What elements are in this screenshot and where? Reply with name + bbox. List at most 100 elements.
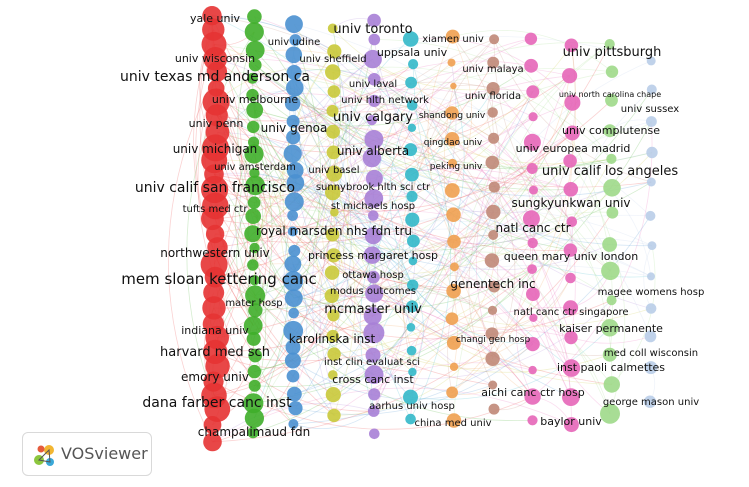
network-node[interactable] (407, 279, 419, 291)
network-node[interactable] (203, 432, 222, 452)
node-label[interactable]: inst paoli calmettes (557, 361, 665, 374)
node-label[interactable]: baylor univ (540, 415, 602, 428)
network-node[interactable] (564, 38, 579, 53)
network-node[interactable] (324, 265, 340, 280)
network-node[interactable] (243, 316, 263, 335)
network-node[interactable] (646, 116, 657, 127)
network-node[interactable] (364, 227, 382, 245)
node-label[interactable]: univ calif san francisco (135, 180, 295, 196)
network-node[interactable] (288, 307, 300, 319)
network-node[interactable] (406, 190, 418, 202)
network-node[interactable] (367, 13, 381, 28)
network-node[interactable] (644, 361, 658, 375)
network-node[interactable] (286, 162, 304, 179)
node-label[interactable]: modus outcomes (330, 286, 416, 297)
node-label[interactable]: queen mary univ london (504, 250, 638, 263)
network-node[interactable] (408, 367, 417, 377)
network-node[interactable] (647, 272, 655, 281)
node-label[interactable]: cross canc inst (332, 373, 414, 386)
network-node[interactable] (563, 243, 578, 257)
network-node[interactable] (367, 270, 380, 284)
network-node[interactable] (646, 56, 656, 66)
network-node[interactable] (448, 158, 457, 168)
network-node[interactable] (326, 165, 343, 182)
network-node[interactable] (564, 125, 580, 141)
network-node[interactable] (489, 34, 500, 45)
network-node[interactable] (287, 386, 302, 402)
network-node[interactable] (284, 352, 301, 369)
node-label[interactable]: changi gen hosp (456, 335, 531, 345)
node-label[interactable]: tufts med ctr (183, 204, 249, 215)
network-node[interactable] (406, 100, 418, 111)
network-node[interactable] (368, 33, 381, 46)
node-label[interactable]: yale univ (190, 12, 241, 25)
network-node[interactable] (326, 329, 340, 343)
node-label[interactable]: univ florida (465, 91, 521, 102)
node-label[interactable]: qingdao univ (424, 138, 483, 148)
network-node[interactable] (288, 419, 299, 429)
node-label[interactable]: karolinska inst (289, 332, 376, 346)
network-node[interactable] (524, 388, 541, 405)
network-node[interactable] (601, 261, 620, 281)
network-node[interactable] (244, 408, 264, 428)
network-node[interactable] (647, 241, 657, 251)
network-node[interactable] (528, 112, 538, 122)
network-node[interactable] (529, 313, 538, 322)
network-node[interactable] (405, 167, 419, 182)
network-node[interactable] (486, 204, 501, 220)
network-node[interactable] (286, 174, 305, 192)
network-node[interactable] (487, 56, 500, 69)
node-label[interactable]: aichi canc ctr hosp (481, 386, 584, 399)
node-label[interactable]: china med univ (414, 418, 491, 429)
node-label[interactable]: univ calif los angeles (542, 164, 678, 179)
network-node[interactable] (203, 416, 222, 434)
node-label[interactable]: mater hosp (225, 298, 282, 309)
network-node[interactable] (563, 154, 577, 168)
network-node[interactable] (522, 210, 540, 228)
network-node[interactable] (327, 309, 340, 322)
network-node[interactable] (450, 82, 457, 90)
node-label[interactable]: st michaels hosp (331, 201, 415, 212)
node-label[interactable]: mem sloan kettering canc (121, 270, 317, 288)
network-node[interactable] (286, 369, 300, 383)
network-node[interactable] (408, 59, 419, 70)
network-node[interactable] (606, 295, 617, 306)
node-label[interactable]: univ hlth network (341, 95, 429, 106)
node-label[interactable]: aarhus univ hosp (369, 401, 455, 412)
network-node[interactable] (485, 155, 500, 170)
network-node[interactable] (246, 331, 261, 346)
network-node[interactable] (444, 183, 460, 198)
network-node[interactable] (488, 380, 498, 390)
node-label[interactable]: med coll wisconsin (604, 348, 698, 359)
network-node[interactable] (364, 189, 384, 208)
network-node[interactable] (247, 196, 261, 209)
network-node[interactable] (446, 413, 462, 428)
network-node[interactable] (286, 65, 302, 80)
network-node[interactable] (405, 212, 420, 227)
network-node[interactable] (247, 426, 259, 439)
network-node[interactable] (325, 227, 340, 242)
node-label[interactable]: univ sussex (621, 104, 679, 115)
network-node[interactable] (447, 58, 456, 67)
network-node[interactable] (201, 207, 224, 231)
network-node[interactable] (363, 307, 382, 325)
network-node[interactable] (327, 85, 341, 98)
network-node[interactable] (247, 364, 262, 379)
node-label[interactable]: sunnybrook hlth sci ctr (316, 182, 431, 193)
node-label[interactable]: univ europea madrid (516, 142, 631, 155)
network-node[interactable] (362, 148, 382, 168)
network-node[interactable] (488, 403, 500, 415)
network-node[interactable] (365, 347, 381, 363)
network-node[interactable] (449, 362, 459, 371)
network-node[interactable] (325, 64, 341, 80)
node-label[interactable]: univ texas md anderson ca (120, 69, 310, 85)
network-node[interactable] (248, 379, 261, 392)
network-node[interactable] (326, 145, 341, 160)
network-node[interactable] (288, 401, 303, 416)
network-node[interactable] (645, 210, 656, 221)
network-node[interactable] (365, 169, 383, 187)
network-node[interactable] (284, 255, 302, 273)
network-node[interactable] (247, 120, 260, 134)
network-node[interactable] (527, 415, 538, 426)
